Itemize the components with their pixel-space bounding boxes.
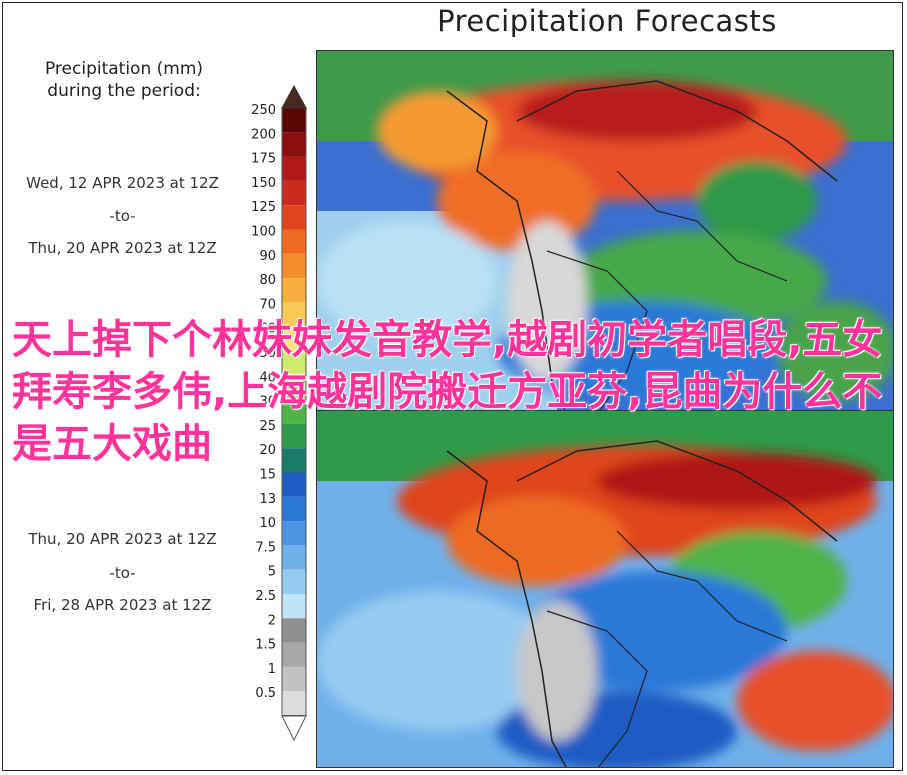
- scale-bin: [282, 302, 306, 327]
- period-2-separator: -to-: [109, 564, 136, 582]
- scale-tick-label: 70: [259, 297, 276, 312]
- scale-bin: [282, 253, 306, 279]
- scale-tick-label: 25: [259, 419, 276, 434]
- scale-tick-label: 40: [259, 370, 276, 385]
- scale-tick-label: 80: [259, 273, 276, 288]
- scale-tick-label: 100: [251, 225, 276, 240]
- scale-bin: [282, 180, 306, 206]
- scale-bin: [282, 205, 306, 230]
- period-2-start: Thu, 20 APR 2023 at 12Z: [28, 530, 217, 548]
- legend-caption-line2: during the period:: [47, 81, 201, 101]
- map-week2-graphic: [317, 411, 893, 767]
- scale-bin: [282, 423, 306, 449]
- scale-bin: [282, 351, 306, 376]
- scale-bottom-arrow: [281, 715, 307, 742]
- scale-bin: [282, 521, 306, 546]
- scale-tick-label: 125: [251, 200, 276, 215]
- scale-tick-label: 90: [259, 249, 276, 264]
- scale-bin: [282, 496, 306, 522]
- scale-tick-label: 250: [251, 103, 276, 118]
- scale-tick-label: 1: [268, 662, 276, 677]
- scale-tick-label: 10: [259, 516, 276, 531]
- scale-tick-label: 1.5: [255, 638, 276, 653]
- scale-bin: [282, 278, 306, 303]
- scale-tick-label: 7.5: [255, 540, 276, 555]
- scale-bin: [282, 448, 306, 473]
- period-2-end: Fri, 28 APR 2023 at 12Z: [33, 596, 212, 614]
- scale-top-arrow: [281, 84, 307, 109]
- scale-tick-label: 200: [251, 127, 276, 142]
- scale-bin: [282, 375, 306, 400]
- scale-tick-label: 50: [259, 346, 276, 361]
- scale-tick-label: 13: [259, 492, 276, 507]
- scale-bin: [282, 156, 306, 181]
- scale-tick-label: 30: [259, 395, 276, 410]
- legend-caption: Precipitation (mm) during the period:: [14, 58, 234, 102]
- period-1-start: Wed, 12 APR 2023 at 12Z: [26, 174, 219, 192]
- scale-bin: [282, 594, 306, 619]
- scale-tick-label: 20: [259, 443, 276, 458]
- scale-bin: [282, 229, 306, 254]
- map-title: Precipitation Forecasts: [437, 4, 777, 38]
- scale-bin: [282, 545, 306, 570]
- scale-bin: [282, 618, 306, 643]
- scale-tick-label: 2: [268, 613, 276, 628]
- scale-tick-label: 5: [268, 565, 276, 580]
- map-panel-week1: [316, 50, 894, 414]
- scale-bin: [282, 666, 306, 692]
- scale-tick-label: 60: [259, 322, 276, 337]
- scale-tick-label: 150: [251, 176, 276, 191]
- scale-bin: [282, 399, 306, 424]
- scale-tick-label: 2.5: [255, 589, 276, 604]
- scale-tick-label: 175: [251, 152, 276, 167]
- scale-bin: [282, 108, 306, 133]
- period-1-end: Thu, 20 APR 2023 at 12Z: [28, 239, 217, 257]
- scale-bin: [282, 642, 306, 667]
- scale-bin: [282, 691, 306, 716]
- overlay-caption: 天上掉下个林妹妹发音教学,越剧初学者唱段,五女拜寿李多伟,上海越剧院搬迁方亚芬,…: [12, 317, 883, 467]
- color-scale: 2502001751501251009080706050403025201513…: [251, 84, 307, 742]
- scale-tick-label: 15: [259, 468, 276, 483]
- legend-caption-line1: Precipitation (mm): [44, 59, 204, 79]
- map-panel-week2: [316, 410, 894, 768]
- scale-bin: [282, 132, 306, 157]
- scale-tick-label: 0.5: [255, 686, 276, 701]
- scale-bin: [282, 569, 306, 594]
- scale-bin: [282, 326, 306, 351]
- period-1-separator: -to-: [109, 207, 136, 225]
- scale-bin: [282, 472, 306, 497]
- map-week1-graphic: [317, 51, 893, 413]
